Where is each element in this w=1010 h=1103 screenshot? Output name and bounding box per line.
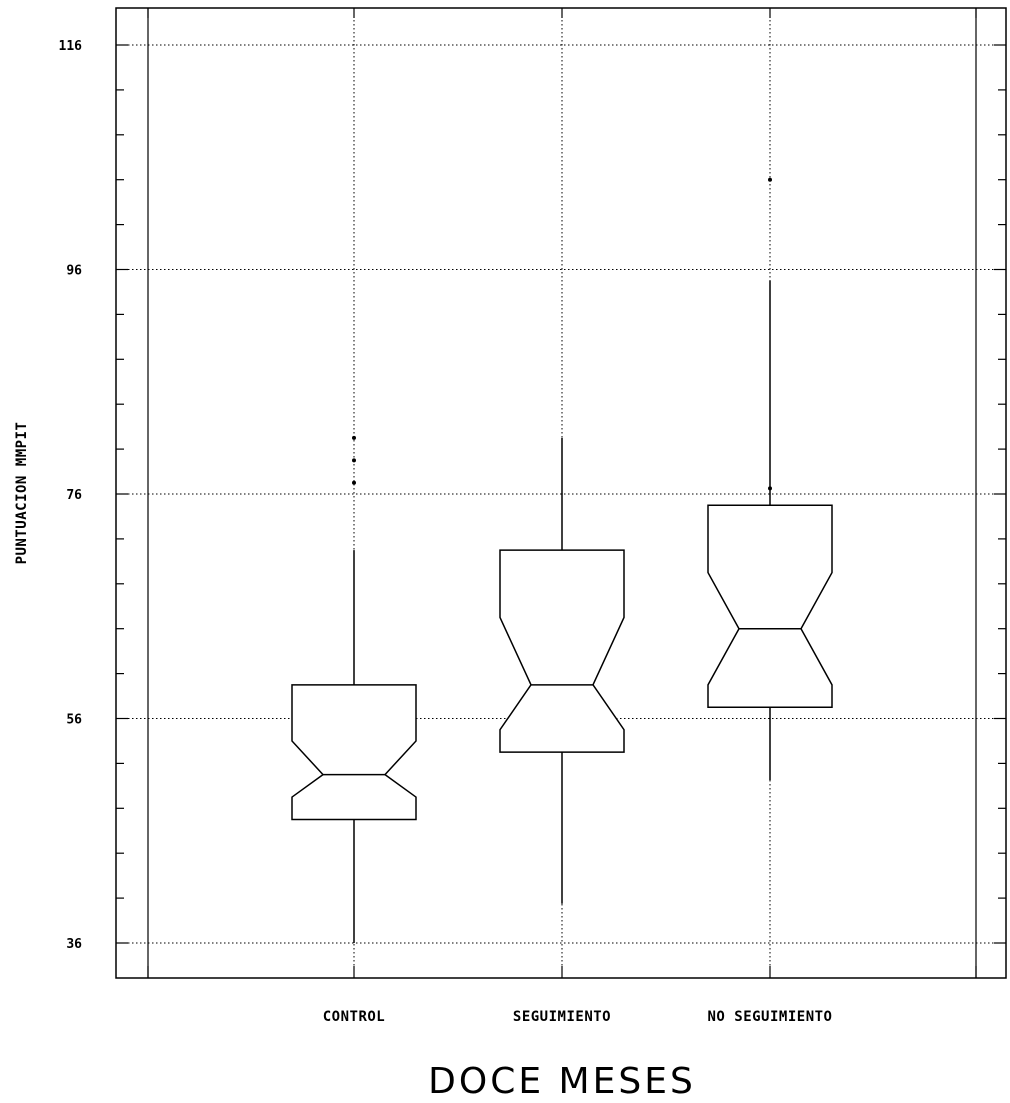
plot-frame [115, 7, 1007, 979]
category-label-seguimiento: SEGUIMIENTO [513, 1009, 611, 1025]
y-tick-label-96: 96 [66, 264, 82, 279]
label-layer: 36 56 76 96 116 CONTROL SEGUIMIENTO NO SEGUIMIE… [59, 39, 832, 1025]
outlier-control-0 [352, 480, 356, 485]
outlier-no-seguimiento-1 [768, 177, 772, 182]
y-tick-label-116: 116 [59, 39, 83, 54]
category-label-control: CONTROL [323, 1009, 386, 1025]
box-no-seguimiento [707, 504, 833, 709]
outlier-control-2 [352, 435, 356, 440]
y-tick-label-76: 76 [66, 488, 82, 503]
grid-layer [116, 8, 1006, 978]
outlier-no-seguimiento-0 [768, 486, 772, 491]
box-control [291, 684, 417, 821]
category-label-no-seguimiento: NO SEGUIMIENTO [707, 1009, 832, 1025]
x-axis-title: DOCE MESES [428, 1061, 696, 1099]
tick-layer [116, 8, 1006, 978]
y-tick-label-36: 36 [66, 937, 82, 952]
y-axis-title: PUNTUACION MMPIT [14, 422, 30, 565]
outlier-control-1 [352, 458, 356, 463]
box-seguimiento [499, 549, 625, 753]
y-tick-label-56: 56 [66, 713, 82, 728]
box-layer [291, 177, 833, 943]
